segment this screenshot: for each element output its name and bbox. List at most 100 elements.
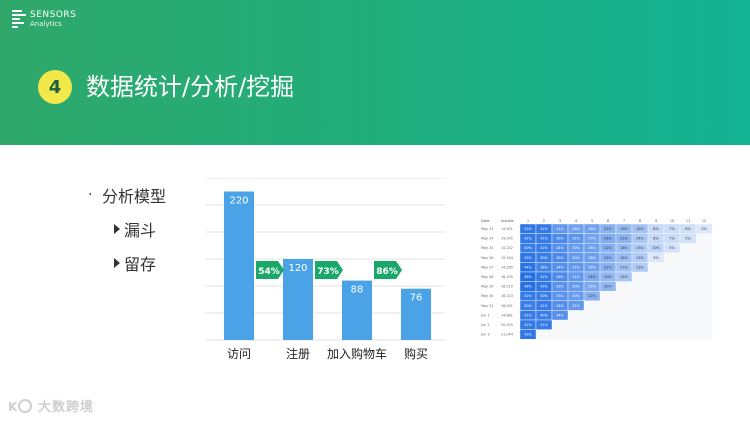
table-cell: 25% [588,285,596,289]
table-empty-cell [664,272,680,282]
triangle-bullet-icon [114,258,120,268]
table-cell: 41% [540,237,548,241]
brand-logo: SENSORS Analytics [12,10,76,28]
table-cell: 41% [524,313,532,317]
table-empty-cell [600,310,616,320]
table-cell: Jun 3 [480,333,490,337]
table-empty-cell [632,300,648,311]
table-empty-cell [568,310,584,320]
table-cell: 36% [556,256,564,260]
table-cell: 40% [540,294,548,298]
watermark: K 大数跨境 [8,396,94,415]
table-cell: 30% [572,256,580,260]
table-cell: 16,510 [501,285,513,289]
table-cell: 36% [556,275,564,279]
table-cell: 40% [524,304,532,308]
table-header-cell: 1 [527,219,529,223]
table-cell: 22% [604,246,612,250]
table-cell: 27% [588,237,596,241]
outline-item-label: 漏斗 [124,221,157,240]
conversion-arrow [374,261,402,279]
bar-value-label: 220 [229,196,248,207]
table-cell: May 28 [481,275,493,279]
table-cell: 43% [524,333,532,337]
table-cell: 28% [588,246,596,250]
table-header-cell: 5 [591,219,593,223]
outline-title-row: · 分析模型 [88,183,166,207]
table-empty-cell [696,320,712,330]
table-empty-cell [696,262,712,272]
table-empty-cell [552,320,568,330]
bar-加入购物车 [342,280,372,340]
bar-注册 [283,259,313,340]
table-cell: 22% [604,256,612,260]
table-cell: May 27 [481,265,493,269]
table-cell: 34% [556,304,564,308]
table-cell: 20% [604,275,612,279]
table-empty-cell [696,281,712,292]
table-cell: 22% [588,294,596,298]
table-cell: 42% [524,237,532,241]
table-empty-cell [696,300,712,311]
table-empty-cell [680,243,696,253]
table-cell: 16,195 [501,275,513,279]
table-cell: 14,995 [501,237,513,241]
table-empty-cell [696,272,712,282]
table-cell: 15% [620,275,628,279]
table-empty-cell [632,272,648,282]
table-cell: 42% [524,294,532,298]
table-empty-cell [536,329,552,340]
table-cell: 28% [588,227,596,231]
category-label: 购买 [404,346,428,361]
table-empty-cell [648,291,664,301]
table-header-cell: 4 [575,219,578,223]
table-cell: 34% [556,265,564,269]
table-cell: 21% [620,237,628,241]
table-empty-cell [696,329,712,340]
table-cell: 40% [524,246,532,250]
table-header-cell: 7 [623,219,625,223]
bar-value-label: 120 [288,263,307,274]
table-cell: 42% [524,323,532,327]
table-empty-cell [648,281,664,292]
table-cell: 20,205 [501,323,513,327]
table-cell: 30% [572,294,580,298]
table-header-cell: Installs [501,219,514,223]
table-empty-cell [696,243,712,253]
table-empty-cell [648,262,664,272]
table-empty-cell [600,329,616,340]
table-cell: 16,223 [501,294,513,298]
table-header-cell: Date [481,219,490,223]
table-empty-cell [664,252,680,263]
table-empty-cell [696,252,712,263]
table-cell: 19% [620,227,628,231]
table-cell: May 31 [481,304,493,308]
table-empty-cell [616,310,632,320]
table-cell: 24% [588,275,596,279]
table-cell: 31% [572,275,580,279]
table-empty-cell [584,320,600,330]
table-cell: 41% [540,323,548,327]
table-empty-cell [600,320,616,330]
table-cell: 14% [636,237,644,241]
table-empty-cell [648,310,664,320]
table-empty-cell [648,320,664,330]
table-header-cell: 6 [607,219,610,223]
page-title: 数据统计/分析/挖掘 [86,73,295,101]
table-empty-cell [632,281,648,292]
brand-name: SENSORS [30,9,77,20]
table-cell: 16,001 [501,304,513,308]
table-cell: 16% [636,227,644,231]
table-header-cell: 10 [670,219,675,223]
table-cell: 43% [524,227,532,231]
table-cell: 48% [524,285,532,289]
table-empty-cell [696,291,712,301]
table-cell: 30% [572,246,580,250]
table-empty-cell [632,320,648,330]
outline-title: 分析模型 [102,187,167,206]
section-number-badge: 4 [38,70,72,104]
table-empty-cell [680,310,696,320]
table-cell: 40% [540,313,548,317]
table-header-cell: 12 [702,219,707,223]
table-cell: 14,285 [501,265,513,269]
